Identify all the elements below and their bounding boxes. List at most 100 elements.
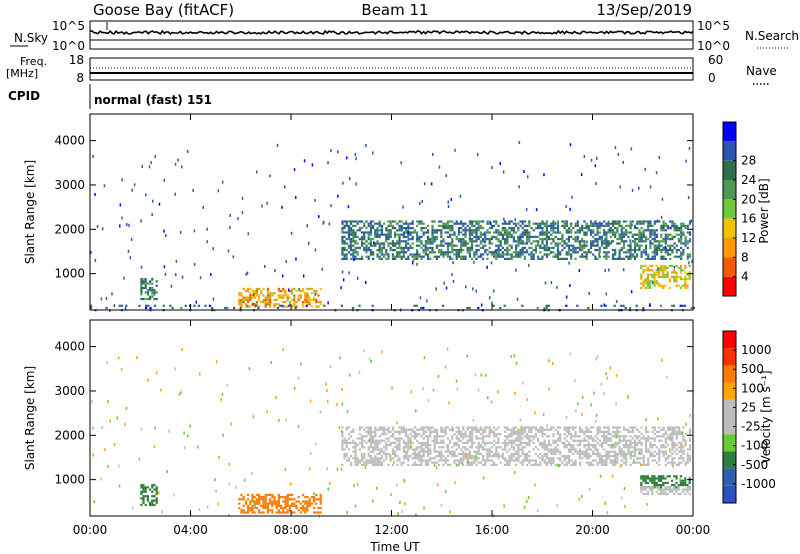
velocity-cell	[286, 496, 289, 499]
power-cell	[521, 251, 524, 254]
velocity-cell	[526, 463, 529, 466]
velocity-cell	[629, 439, 632, 442]
velocity-cell	[651, 444, 654, 447]
power-cell	[657, 282, 660, 285]
power-cell	[548, 249, 551, 252]
velocity-cell	[589, 437, 593, 440]
power-cell	[457, 240, 460, 243]
power-cell	[151, 282, 154, 285]
velocity-scatter-cell	[569, 352, 572, 356]
velocity-cell	[541, 459, 544, 462]
power-cell	[675, 251, 678, 254]
velocity-cell	[398, 426, 401, 429]
velocity-cell	[460, 448, 463, 451]
velocity-cell	[526, 457, 529, 460]
velocity-scatter-cell	[515, 361, 518, 365]
power-cell	[343, 257, 346, 260]
velocity-cell	[446, 437, 449, 440]
velocity-cell	[444, 459, 447, 462]
velocity-cell	[347, 437, 350, 440]
velocity-cell	[594, 459, 597, 462]
power-cell	[238, 303, 241, 306]
power-scatter-cell	[528, 263, 530, 267]
power-cell	[409, 253, 412, 256]
power-cell	[310, 298, 313, 301]
power-cell	[308, 296, 311, 299]
velocity-scatter-cell	[285, 418, 287, 422]
power-cell	[537, 227, 540, 230]
power-cell	[416, 235, 419, 238]
velocity-cell	[427, 450, 430, 453]
velocity-cell	[262, 511, 265, 514]
velocity-cell	[583, 455, 586, 458]
velocity-cell	[411, 430, 414, 433]
velocity-scatter-cell	[436, 483, 439, 487]
power-cell	[662, 240, 665, 243]
power-scatter-cell	[152, 199, 154, 203]
velocity-cell	[387, 452, 390, 455]
velocity-cell	[666, 444, 670, 447]
velocity-cell	[653, 455, 656, 458]
power-cell	[240, 292, 243, 295]
power-cell	[666, 271, 669, 274]
power-cell	[240, 305, 243, 308]
power-cell	[666, 233, 670, 236]
power-cell	[583, 242, 586, 245]
velocity-cell	[501, 448, 504, 451]
velocity-cell	[378, 439, 381, 442]
velocity-cell	[572, 463, 575, 466]
power-scatter-cell	[321, 267, 323, 271]
velocity-cell	[374, 441, 377, 444]
velocity-cell	[376, 457, 379, 460]
velocity-cell	[240, 498, 243, 501]
velocity-cell	[422, 441, 425, 444]
power-cell	[519, 242, 522, 245]
power-cell	[629, 227, 632, 230]
power-scatter-cell	[119, 203, 122, 207]
power-cell	[385, 257, 388, 260]
power-cell	[646, 273, 649, 276]
velocity-cell	[416, 439, 419, 442]
velocity-cell	[680, 430, 683, 433]
velocity-cell	[151, 490, 154, 493]
power-cell	[422, 222, 425, 225]
power-cell	[565, 222, 568, 225]
velocity-scatter-cell	[410, 444, 412, 448]
power-cell	[657, 275, 660, 278]
power-cell	[258, 294, 261, 297]
velocity-cell	[563, 426, 566, 429]
velocity-cell	[361, 444, 364, 447]
power-cell	[662, 269, 665, 272]
power-cell	[376, 231, 379, 234]
velocity-cell	[394, 446, 397, 449]
power-cell	[350, 233, 353, 236]
power-cell	[589, 222, 593, 225]
velocity-cell	[550, 428, 553, 431]
time-tick-label: 20:00	[575, 523, 610, 537]
power-cell	[640, 231, 643, 234]
velocity-scatter-cell	[339, 356, 341, 360]
power-scatter-cell	[229, 213, 231, 217]
velocity-cell	[383, 426, 386, 429]
power-cell	[686, 242, 689, 245]
velocity-scatter-cell	[368, 439, 371, 443]
velocity-cell	[352, 441, 355, 444]
power-cell	[352, 235, 355, 238]
velocity-cell	[471, 457, 474, 460]
velocity-cell	[361, 457, 364, 460]
power-cell	[545, 306, 548, 310]
velocity-cell	[649, 477, 652, 480]
velocity-cell	[462, 459, 465, 462]
power-scatter-cell	[269, 174, 271, 178]
power-cell	[504, 238, 507, 241]
velocity-cell	[644, 439, 648, 442]
velocity-cell	[385, 428, 388, 431]
power-cell	[149, 282, 152, 285]
velocity-cell	[354, 452, 357, 455]
velocity-cell	[365, 463, 368, 466]
velocity-cell	[629, 426, 632, 429]
power-cell	[607, 240, 610, 243]
velocity-scatter-cell	[552, 362, 554, 365]
power-cell	[238, 292, 241, 295]
power-cell	[631, 220, 634, 223]
